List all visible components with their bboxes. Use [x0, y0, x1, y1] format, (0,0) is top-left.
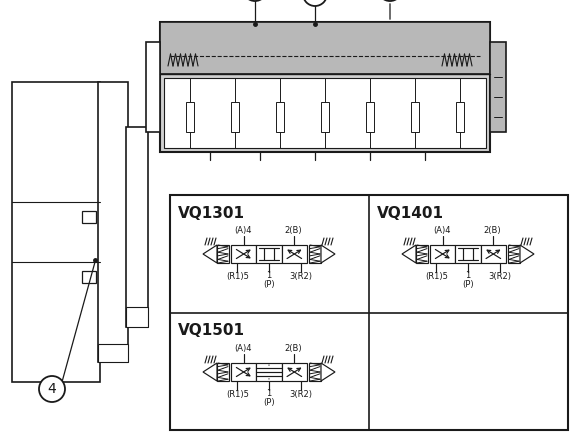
- Text: (A)4: (A)4: [234, 343, 251, 353]
- Polygon shape: [402, 245, 416, 263]
- Bar: [82, 211, 96, 223]
- Bar: [12, 82, 100, 382]
- Bar: [231, 245, 257, 263]
- Text: VQ1401: VQ1401: [377, 206, 444, 221]
- Circle shape: [39, 376, 65, 402]
- Bar: [160, 22, 490, 74]
- Text: 3(R2): 3(R2): [488, 271, 511, 281]
- Bar: [257, 363, 282, 381]
- Text: (P): (P): [263, 398, 275, 406]
- Bar: [217, 363, 229, 381]
- Text: 1: 1: [266, 389, 272, 399]
- Text: (R1)5: (R1)5: [226, 271, 249, 281]
- Bar: [456, 102, 464, 132]
- Text: (P): (P): [462, 280, 474, 288]
- Text: VQ1301: VQ1301: [178, 206, 245, 221]
- Bar: [217, 245, 229, 263]
- Text: 1: 1: [465, 271, 470, 281]
- Text: 1: 1: [311, 0, 319, 1]
- Polygon shape: [321, 363, 335, 381]
- Bar: [411, 102, 419, 132]
- Text: (R1)5: (R1)5: [226, 389, 249, 399]
- Circle shape: [303, 0, 327, 6]
- Text: (R1)5: (R1)5: [425, 271, 448, 281]
- Bar: [186, 102, 194, 132]
- Bar: [126, 307, 148, 327]
- Bar: [508, 245, 520, 263]
- Bar: [416, 245, 428, 263]
- Polygon shape: [203, 363, 217, 381]
- Bar: [231, 102, 239, 132]
- Text: 3(R2): 3(R2): [289, 271, 312, 281]
- Text: 2(B): 2(B): [285, 225, 302, 235]
- Bar: [480, 245, 506, 263]
- Bar: [276, 102, 284, 132]
- Bar: [366, 102, 374, 132]
- Bar: [98, 344, 128, 362]
- Bar: [82, 271, 96, 283]
- Bar: [126, 127, 148, 327]
- Text: VQ1501: VQ1501: [178, 323, 245, 338]
- Bar: [98, 82, 128, 362]
- Text: 2(B): 2(B): [483, 225, 501, 235]
- Bar: [321, 102, 329, 132]
- Bar: [170, 195, 568, 430]
- Text: (P): (P): [263, 280, 275, 288]
- Circle shape: [243, 0, 267, 1]
- Text: 4: 4: [48, 382, 57, 396]
- Bar: [490, 42, 506, 132]
- Bar: [231, 363, 257, 381]
- Bar: [257, 245, 282, 263]
- Bar: [455, 245, 480, 263]
- Polygon shape: [203, 245, 217, 263]
- Polygon shape: [321, 245, 335, 263]
- Bar: [164, 78, 486, 148]
- Bar: [309, 245, 321, 263]
- Bar: [309, 363, 321, 381]
- Bar: [160, 22, 490, 152]
- Text: (A)4: (A)4: [234, 225, 251, 235]
- Bar: [282, 363, 307, 381]
- Circle shape: [378, 0, 402, 1]
- Polygon shape: [520, 245, 534, 263]
- Bar: [146, 42, 160, 132]
- Text: 3(R2): 3(R2): [289, 389, 312, 399]
- Bar: [282, 245, 307, 263]
- Text: 2(B): 2(B): [285, 343, 302, 353]
- Text: 1: 1: [266, 271, 272, 281]
- Text: (A)4: (A)4: [433, 225, 451, 235]
- Bar: [430, 245, 455, 263]
